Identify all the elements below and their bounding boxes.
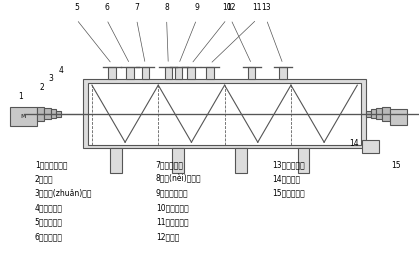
Text: 14、排污口: 14、排污口 <box>273 174 301 183</box>
Text: 1: 1 <box>18 92 23 101</box>
FancyBboxPatch shape <box>175 67 182 79</box>
Text: 7、夾套殼體: 7、夾套殼體 <box>156 160 184 169</box>
FancyBboxPatch shape <box>110 148 121 173</box>
Text: M: M <box>21 114 26 119</box>
FancyBboxPatch shape <box>248 67 255 79</box>
FancyBboxPatch shape <box>382 107 390 120</box>
FancyBboxPatch shape <box>362 140 379 153</box>
Text: 3: 3 <box>48 74 53 84</box>
Text: 10: 10 <box>222 3 231 12</box>
Text: 2、軸承: 2、軸承 <box>35 174 53 183</box>
FancyBboxPatch shape <box>279 67 287 79</box>
FancyBboxPatch shape <box>367 110 370 117</box>
FancyBboxPatch shape <box>142 67 149 79</box>
Text: 15: 15 <box>391 161 401 170</box>
FancyBboxPatch shape <box>56 110 60 117</box>
Text: 2: 2 <box>40 83 45 92</box>
Text: 6: 6 <box>104 3 109 12</box>
FancyBboxPatch shape <box>206 67 214 79</box>
Text: 8、內(nèi)筒殼體: 8、內(nèi)筒殼體 <box>156 174 201 183</box>
FancyBboxPatch shape <box>235 148 247 173</box>
Text: 11: 11 <box>252 3 262 12</box>
FancyBboxPatch shape <box>173 148 184 173</box>
Text: 1、電機減速機: 1、電機減速機 <box>35 160 67 169</box>
FancyBboxPatch shape <box>165 67 172 79</box>
FancyBboxPatch shape <box>108 67 116 79</box>
FancyBboxPatch shape <box>88 83 362 145</box>
Text: 5、物料入口: 5、物料入口 <box>35 218 63 227</box>
Text: 12、人孔: 12、人孔 <box>156 232 179 241</box>
Text: 11、螺旋攪帶: 11、螺旋攪帶 <box>156 218 189 227</box>
Text: 9、空心攪拌軸: 9、空心攪拌軸 <box>156 189 189 198</box>
FancyBboxPatch shape <box>45 108 51 119</box>
Text: 5: 5 <box>74 3 79 12</box>
FancyBboxPatch shape <box>298 148 309 173</box>
FancyBboxPatch shape <box>187 67 195 79</box>
Text: 6、冷媒入口: 6、冷媒入口 <box>35 232 63 241</box>
Text: 14: 14 <box>349 139 359 148</box>
FancyBboxPatch shape <box>370 109 375 118</box>
Text: 7: 7 <box>134 3 139 12</box>
FancyBboxPatch shape <box>10 107 37 126</box>
Text: 15、物料出口: 15、物料出口 <box>273 189 305 198</box>
Text: 13、冷媒出口: 13、冷媒出口 <box>273 160 305 169</box>
FancyBboxPatch shape <box>126 67 134 79</box>
Text: 4: 4 <box>59 66 63 75</box>
FancyBboxPatch shape <box>37 107 45 120</box>
Text: 4、機械密封: 4、機械密封 <box>35 203 63 212</box>
Text: 13: 13 <box>262 3 271 12</box>
Text: 10、螺旋盤管: 10、螺旋盤管 <box>156 203 189 212</box>
FancyBboxPatch shape <box>52 109 56 118</box>
FancyBboxPatch shape <box>390 109 407 125</box>
Text: 3、旋轉(zhuǎn)接頭: 3、旋轉(zhuǎn)接頭 <box>35 189 92 198</box>
Text: 12: 12 <box>226 3 236 12</box>
Text: 8: 8 <box>164 3 169 12</box>
FancyBboxPatch shape <box>83 79 367 148</box>
FancyBboxPatch shape <box>375 108 382 119</box>
Text: 9: 9 <box>194 3 199 12</box>
